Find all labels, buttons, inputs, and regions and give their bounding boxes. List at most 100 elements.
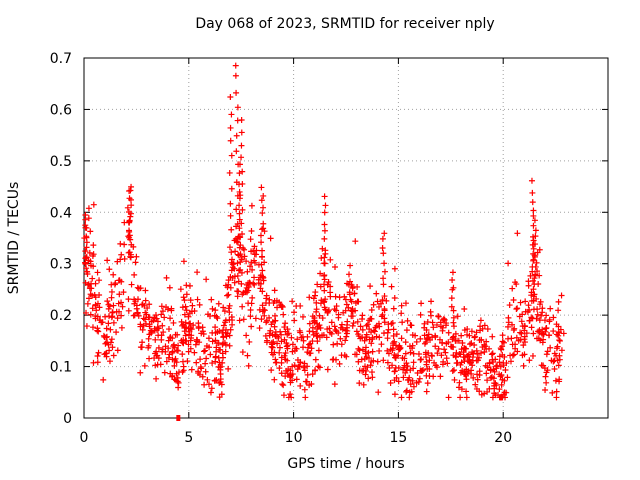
data-point	[338, 321, 345, 328]
data-point	[282, 350, 289, 357]
data-point	[486, 359, 493, 366]
data-point	[107, 326, 114, 333]
data-point	[146, 355, 153, 362]
data-point	[321, 227, 328, 234]
data-point	[519, 352, 526, 359]
data-point	[194, 269, 201, 276]
data-point	[355, 358, 362, 365]
data-point	[450, 344, 457, 351]
data-point	[532, 241, 539, 248]
data-point	[470, 350, 477, 357]
data-point	[86, 295, 93, 302]
data-point	[86, 249, 93, 256]
data-point	[472, 381, 479, 388]
data-point	[370, 301, 377, 308]
y-tick-label: 0.7	[50, 51, 72, 67]
data-point	[154, 324, 161, 331]
data-point	[522, 298, 529, 305]
data-point	[336, 294, 343, 301]
data-point	[108, 288, 115, 295]
data-point	[417, 367, 424, 374]
data-point	[461, 345, 468, 352]
y-tick-label: 0.4	[50, 205, 72, 221]
data-point	[367, 315, 374, 322]
data-point	[155, 344, 162, 351]
data-point	[177, 286, 184, 293]
data-point	[280, 392, 287, 399]
data-point	[473, 329, 480, 336]
data-point	[279, 381, 286, 388]
data-point	[467, 341, 474, 348]
data-point	[522, 308, 529, 315]
data-point	[433, 321, 440, 328]
data-point	[227, 212, 234, 219]
data-point	[271, 287, 278, 294]
data-point	[454, 313, 461, 320]
data-point	[140, 322, 147, 329]
data-point	[155, 332, 162, 339]
data-point	[119, 303, 126, 310]
data-point	[259, 247, 266, 254]
x-axis-label: GPS time / hours	[287, 456, 405, 472]
data-point	[258, 239, 265, 246]
data-point	[252, 315, 259, 322]
data-point	[232, 62, 239, 69]
data-point	[196, 339, 203, 346]
data-point	[536, 246, 543, 253]
data-point	[530, 245, 537, 252]
data-point	[205, 335, 212, 342]
data-point	[278, 302, 285, 309]
data-point	[340, 309, 347, 316]
data-point	[332, 293, 339, 300]
data-point	[281, 336, 288, 343]
data-point	[374, 298, 381, 305]
data-point	[498, 381, 505, 388]
data-point	[404, 317, 411, 324]
data-point	[344, 321, 351, 328]
data-point	[481, 341, 488, 348]
data-point	[403, 388, 410, 395]
data-point	[319, 315, 326, 322]
data-point	[381, 268, 388, 275]
data-point	[558, 347, 565, 354]
data-point	[103, 334, 110, 341]
data-point	[325, 279, 332, 286]
data-point	[116, 308, 123, 315]
data-point	[238, 280, 245, 287]
data-point	[314, 338, 321, 345]
data-point	[493, 365, 500, 372]
data-point	[423, 388, 430, 395]
data-point	[251, 274, 258, 281]
data-point	[258, 184, 265, 191]
data-point	[332, 264, 339, 271]
data-point	[546, 332, 553, 339]
data-point	[82, 259, 89, 266]
data-point	[186, 320, 193, 327]
data-point	[496, 386, 503, 393]
data-point	[434, 350, 441, 357]
data-point	[139, 326, 146, 333]
data-point	[228, 111, 235, 118]
data-point	[196, 371, 203, 378]
data-point	[103, 353, 110, 360]
data-point	[321, 272, 328, 279]
data-point	[374, 358, 381, 365]
data-point	[128, 183, 135, 190]
data-point	[293, 376, 300, 383]
data-point	[276, 344, 283, 351]
data-point	[83, 323, 90, 330]
data-point	[289, 341, 296, 348]
data-point	[231, 265, 238, 272]
data-point	[236, 170, 243, 177]
data-point	[104, 298, 111, 305]
data-point	[496, 359, 503, 366]
data-point	[289, 377, 296, 384]
data-point	[391, 338, 398, 345]
data-point	[361, 355, 368, 362]
data-point	[216, 359, 223, 366]
data-point	[180, 367, 187, 374]
data-point	[85, 205, 92, 212]
data-point	[321, 254, 328, 261]
data-point	[401, 355, 408, 362]
data-point	[410, 365, 417, 372]
